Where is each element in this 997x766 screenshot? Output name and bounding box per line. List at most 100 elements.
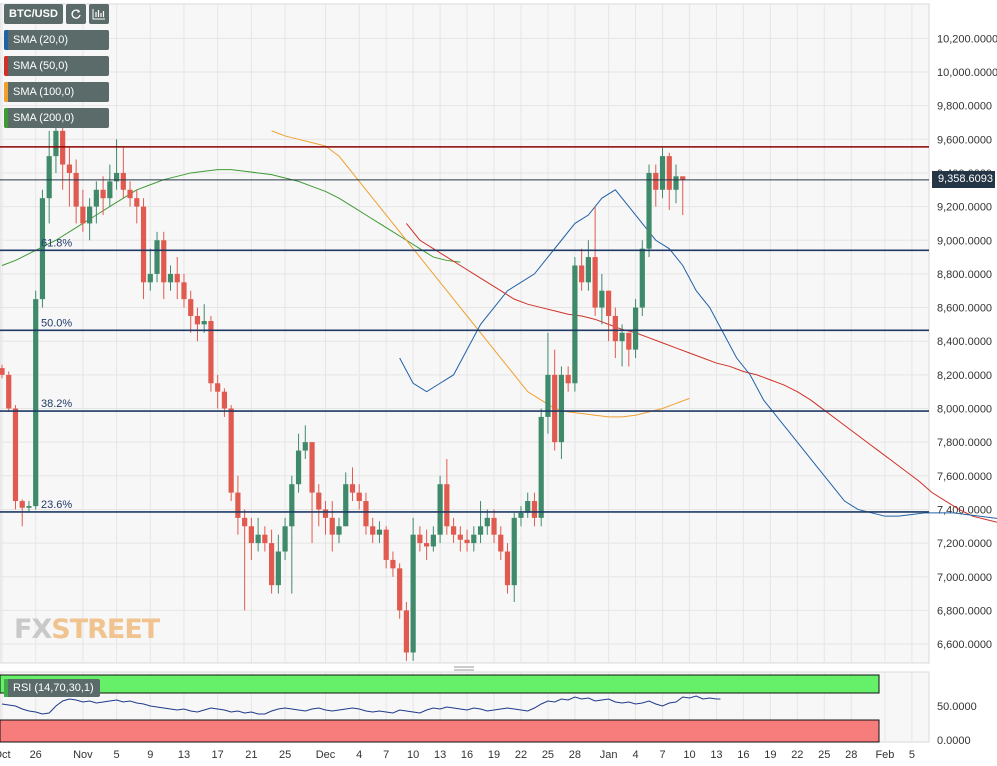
candle-body xyxy=(107,181,113,199)
candle-body xyxy=(538,416,544,518)
candle-body xyxy=(444,484,450,527)
level-label: 38.2% xyxy=(41,398,72,410)
x-tick-label: 19 xyxy=(488,749,500,761)
candle-body xyxy=(646,172,652,249)
x-tick-label: 19 xyxy=(764,749,776,761)
x-tick-label: 5 xyxy=(909,749,915,761)
candle-body xyxy=(140,206,147,283)
candle-body xyxy=(248,526,254,544)
candle-body xyxy=(612,315,618,342)
candle-body xyxy=(295,450,302,485)
candle-body xyxy=(410,534,416,653)
sma-50-label: SMA (50,0) xyxy=(13,60,69,72)
candle-body xyxy=(262,534,268,544)
rsi-label: RSI (14,70,30,1) xyxy=(13,682,94,694)
x-tick-label: 22 xyxy=(791,749,803,761)
candle-body xyxy=(194,315,201,325)
candle-body xyxy=(464,539,470,544)
y-tick-label: 9,000.0000 xyxy=(937,235,992,247)
x-tick-label: 4 xyxy=(632,749,638,761)
candle-body xyxy=(302,442,308,451)
sma-100-chip[interactable]: SMA (100,0) xyxy=(4,82,109,102)
candle-body xyxy=(525,501,531,513)
rsi-tick-label: 0.0000 xyxy=(937,735,971,747)
candle-body xyxy=(6,374,12,409)
sma-50-chip[interactable]: SMA (50,0) xyxy=(4,56,109,76)
candle-body xyxy=(167,273,174,283)
candle-body xyxy=(430,534,436,547)
candle-body xyxy=(424,543,430,547)
candle-body xyxy=(545,374,551,417)
candle-body xyxy=(127,189,133,199)
candle-body xyxy=(174,273,180,283)
x-tick-label: 21 xyxy=(245,749,257,761)
candle-body xyxy=(282,526,288,552)
x-tick-label: 28 xyxy=(569,749,581,761)
candle-body xyxy=(390,559,396,569)
candle-body xyxy=(134,198,140,207)
candle-body xyxy=(457,534,463,540)
refresh-icon[interactable] xyxy=(65,4,86,24)
x-tick-label: 16 xyxy=(737,749,749,761)
candle-body xyxy=(383,529,389,560)
candle-body xyxy=(471,534,477,544)
candle-body xyxy=(450,526,457,535)
y-tick-label: 7,200.0000 xyxy=(937,538,992,550)
bar-chart-icon[interactable] xyxy=(88,4,109,24)
candle-body xyxy=(53,130,59,157)
x-tick-label: 13 xyxy=(434,749,446,761)
candle-body xyxy=(599,290,605,308)
y-tick-label: 8,400.0000 xyxy=(937,336,992,348)
candle-body xyxy=(46,156,52,199)
level-label: 61.8% xyxy=(41,237,72,249)
candle-body xyxy=(80,206,86,224)
candle-body xyxy=(215,383,221,392)
y-tick-label: 8,200.0000 xyxy=(937,370,992,382)
candle-body xyxy=(349,484,356,493)
candle-body xyxy=(39,198,46,300)
candle-body xyxy=(626,332,632,350)
candle-body xyxy=(73,172,79,207)
x-tick-label: Feb xyxy=(875,749,894,761)
y-tick-label: 9,800.0000 xyxy=(937,101,992,113)
rsi-chip[interactable]: RSI (14,70,30,1) xyxy=(4,679,100,697)
candle-body xyxy=(201,321,207,325)
candle-body xyxy=(397,568,403,611)
y-tick-label: 8,600.0000 xyxy=(937,303,992,315)
rsi-line xyxy=(1,695,717,715)
x-tick-label: 4 xyxy=(356,749,362,761)
candle-body xyxy=(0,368,5,375)
candle-body xyxy=(659,156,666,190)
x-tick-label: 28 xyxy=(845,749,857,761)
candle-body xyxy=(417,534,423,544)
candle-body xyxy=(269,543,275,586)
x-tick-label: 7 xyxy=(659,749,665,761)
candle-body xyxy=(606,290,612,316)
rsi-oversold-zone xyxy=(0,719,880,743)
candle-body xyxy=(255,534,261,544)
sma-200-chip[interactable]: SMA (200,0) xyxy=(4,108,109,128)
x-tick-label: Jan xyxy=(600,749,618,761)
candle-body xyxy=(275,551,281,586)
candle-body xyxy=(653,172,659,190)
last-price-marker: 9,358.6093 xyxy=(932,171,995,188)
sma-20-chip[interactable]: SMA (20,0) xyxy=(4,30,109,50)
candle-body xyxy=(504,551,511,586)
candle-body xyxy=(322,509,329,518)
x-tick-label: 25 xyxy=(542,749,554,761)
x-tick-label: 5 xyxy=(114,749,120,761)
y-tick-label: 6,600.0000 xyxy=(937,639,992,651)
rsi-tick-label: 50.0000 xyxy=(937,701,977,713)
main-plot-area xyxy=(0,3,930,664)
candle-body xyxy=(181,282,187,300)
sma-200-label: SMA (200,0) xyxy=(13,112,75,124)
candle-body xyxy=(403,610,409,653)
candle-body xyxy=(477,526,484,535)
candle-body xyxy=(235,492,241,518)
sma-20-label: SMA (20,0) xyxy=(13,34,69,46)
symbol-label[interactable]: BTC/USD xyxy=(4,4,63,24)
candle-body xyxy=(343,484,349,527)
candle-body xyxy=(518,512,524,518)
